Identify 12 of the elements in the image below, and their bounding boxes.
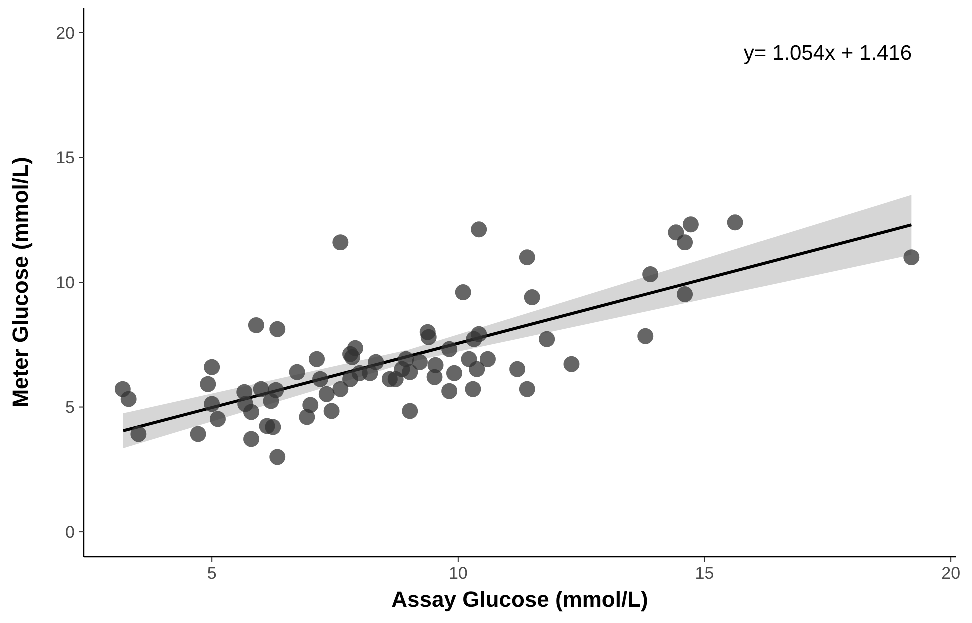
y-tick-label: 15 xyxy=(56,148,75,168)
y-tick-label: 0 xyxy=(66,522,75,542)
x-axis-title: Assay Glucose (mmol/L) xyxy=(392,587,648,612)
x-tick-label: 10 xyxy=(448,564,468,583)
y-tick-label: 5 xyxy=(66,398,75,418)
y-axis-title: Meter Glucose (mmol/L) xyxy=(8,157,33,408)
y-tick-label: 10 xyxy=(56,273,75,292)
y-tick-label: 20 xyxy=(56,24,75,43)
annotation: y= 1.054x + 1.416 xyxy=(744,42,912,65)
x-tick-label: 20 xyxy=(942,564,961,583)
x-tick-label: 15 xyxy=(695,564,714,583)
x-tick-label: 5 xyxy=(207,564,217,583)
